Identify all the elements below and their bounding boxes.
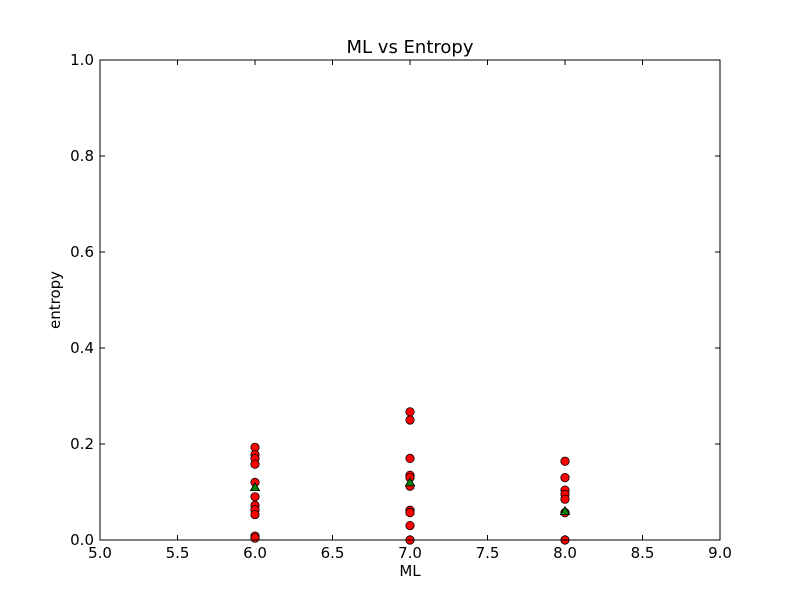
data-point-triangle [249,481,261,492]
plot-frame [99,59,721,541]
y-tick-label: 1.0 [70,51,94,69]
y-axis-label: entropy [46,271,64,329]
x-tick-label: 7.0 [398,544,422,562]
data-point-circle [405,508,415,518]
y-tick-label: 0.0 [70,531,94,549]
data-point-circle [405,453,415,463]
plot-background [100,60,720,540]
x-tick-label: 5.0 [88,544,112,562]
data-point-circle [250,459,260,469]
data-point-circle [560,472,570,483]
data-point-circle [405,415,415,425]
data-point-circle [560,456,570,466]
chart-title: ML vs Entropy [347,37,474,58]
data-point-circle [250,492,260,502]
data-point-circle [560,494,570,504]
x-tick-label: 5.5 [166,544,190,562]
x-tick-label: 6.5 [321,544,345,562]
plot-area [99,59,721,545]
x-tick-label: 9.0 [708,544,732,562]
data-point-triangle [559,505,571,516]
x-tick-label: 7.5 [476,544,500,562]
x-tick-label: 8.5 [631,544,655,562]
x-tick-label: 8.0 [553,544,577,562]
x-tick-labels: 5.0 5.5 6.0 6.5 7.0 7.5 8.0 8.5 9.0 [88,544,732,562]
y-tick-label: 0.8 [70,147,94,165]
y-tick-label: 0.6 [70,243,94,261]
x-tick-label: 6.0 [243,544,267,562]
y-tick-labels: 0.0 0.2 0.4 0.6 0.8 1.0 [70,51,94,549]
data-point-triangle [404,476,416,487]
x-axis-label: ML [399,562,421,580]
data-point-circle [250,533,260,543]
y-tick-label: 0.4 [70,339,94,357]
data-point-circle [250,509,260,520]
data-point-circle [405,407,415,417]
data-point-circle [405,520,415,531]
data-points [249,407,571,545]
y-tick-label: 0.2 [70,435,94,453]
